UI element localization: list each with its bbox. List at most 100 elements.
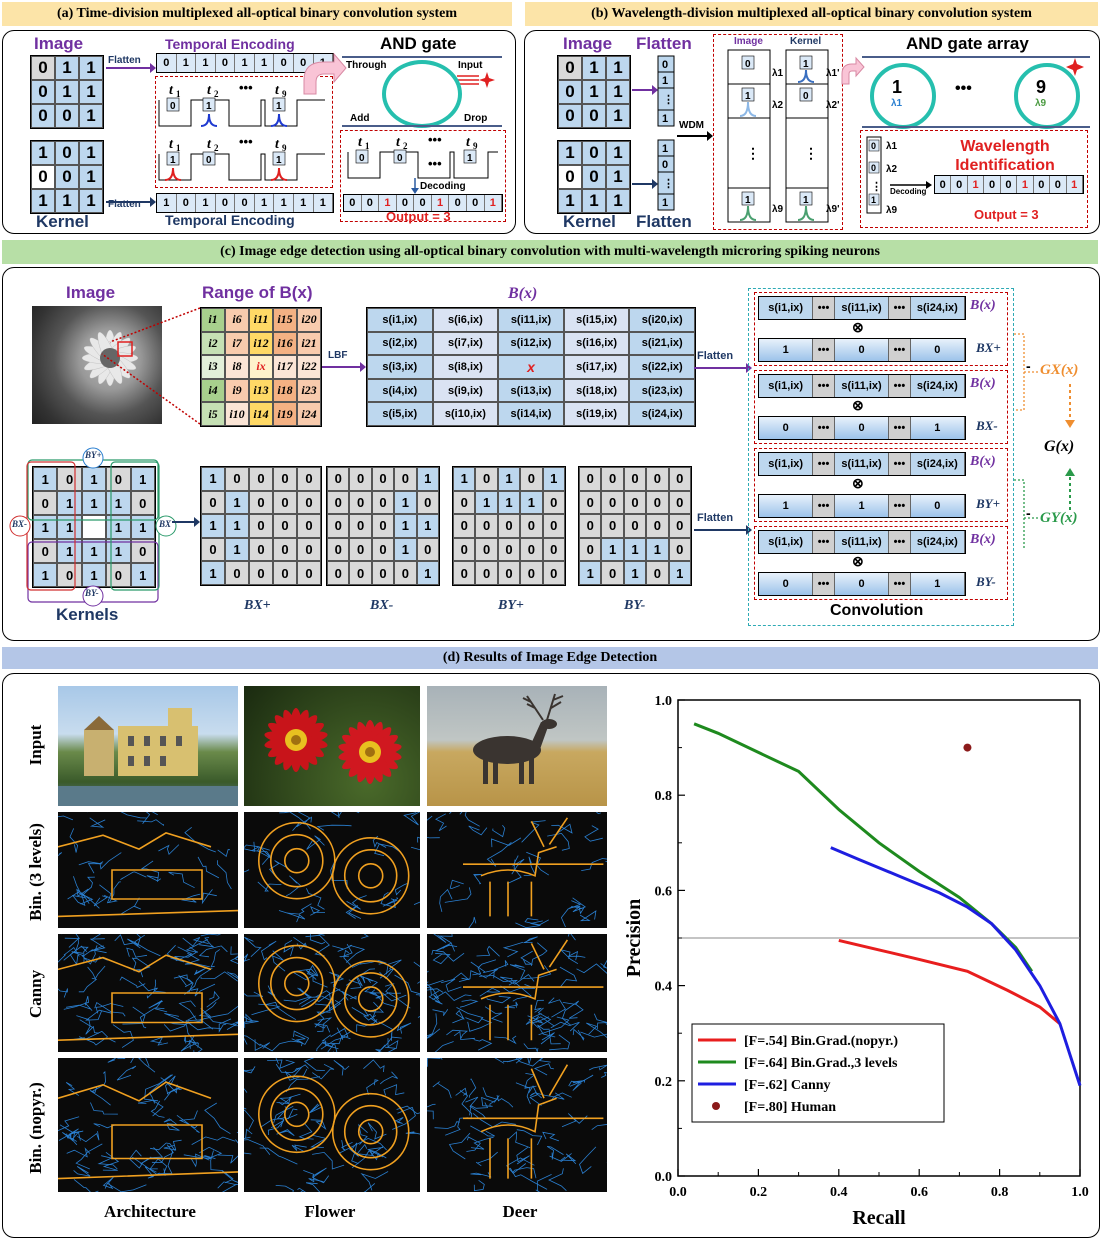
c-conv-cell: ••• [813, 495, 835, 517]
b-seq-out-bit: 1 [967, 176, 985, 193]
b-ker-cell: 1 [606, 165, 630, 189]
c-s-cell: s(i18,ix) [563, 378, 630, 403]
c-daisy-image [32, 306, 162, 424]
c-daisy-petals [81, 329, 139, 387]
c-byp-cell: 0 [542, 561, 565, 585]
c-byp-cell: 0 [520, 537, 543, 562]
c-bxm-cell: 0 [327, 561, 350, 585]
c-bxm-cell: 0 [416, 537, 439, 562]
c-conv-cell: ••• [889, 495, 911, 517]
c-byp-cell: 1 [497, 490, 521, 515]
c-conv-signal-row: s(i1,ix) ••• s(i11,ix) ••• s(i24,ix) [758, 452, 966, 476]
c-bym-cell: 0 [579, 514, 602, 538]
a-seq-img-bit: 0 [274, 54, 294, 72]
c-kernel-cell: 1 [33, 515, 58, 539]
a-seq-out-bit: 0 [466, 195, 485, 211]
c-bym-cell: 0 [579, 537, 602, 562]
c-bym-cell: 0 [668, 537, 691, 562]
c-otimes: ⊗ [852, 319, 864, 335]
a-and-gate-label: AND gate [380, 34, 457, 53]
c-byp-cell: 0 [520, 561, 543, 585]
c-s-cell: s(i7,ix) [432, 331, 499, 356]
b-and-array-label: AND gate array [906, 34, 1029, 53]
c-conv-cell: ••• [813, 339, 835, 361]
c-bxp-cell: 0 [297, 561, 321, 585]
c-bxm-cell: 1 [394, 537, 417, 562]
c-range-cell: i13 [249, 378, 273, 403]
b-ring-dots: ••• [955, 80, 972, 97]
a-ker-cell: 0 [55, 165, 79, 189]
c-conv-cell: s(i1,ix) [759, 531, 814, 553]
c-byp-cell: 0 [520, 514, 543, 538]
a-img-cell: 1 [79, 80, 103, 104]
c-byp-cell: 0 [453, 561, 476, 585]
b-flatten-bottom: Flatten [636, 212, 692, 231]
c-convolution-box [748, 288, 1014, 626]
svg-text:0: 0 [871, 163, 876, 173]
b-ker-cell: 0 [582, 165, 606, 189]
a-seq-img-bit: 0 [215, 54, 236, 72]
pr-xtick-label: 0.6 [910, 1185, 928, 1200]
b-img-cell: 0 [558, 56, 582, 80]
pr-ytick-label: 0.2 [655, 1075, 673, 1090]
c-s-cell: s(i23,ix) [629, 378, 695, 403]
svg-text:1: 1 [662, 197, 668, 209]
pr-legend-label: [F=.62] Canny [744, 1078, 831, 1093]
b-ring-1-sub: λ1 [891, 98, 903, 109]
b-ring-9-sub: λ9 [1035, 98, 1047, 109]
a-flatten-top: Flatten [108, 55, 141, 66]
svg-text:1: 1 [276, 155, 282, 166]
c-conv-block [754, 292, 1008, 366]
b-flatten-top: Flatten [636, 34, 692, 53]
c-range-cell: i19 [273, 402, 297, 426]
c-bxm-cell: 0 [371, 514, 395, 538]
svg-text:1: 1 [803, 59, 809, 70]
c-range-cell: i9 [225, 378, 249, 403]
d-col-deer: Deer [502, 1202, 538, 1221]
a-seq-img-bit: 1 [254, 54, 275, 72]
c-byp-cell: 0 [497, 537, 521, 562]
b-lambda1p: λ1' [826, 68, 840, 79]
c-byp-cell: 0 [475, 561, 498, 585]
svg-text:t: t [396, 135, 401, 150]
c-bxm-cell: 0 [349, 537, 372, 562]
svg-text:1: 1 [745, 91, 751, 102]
c-range-cell: i11 [249, 308, 273, 332]
c-s-cell: s(i16,ix) [563, 331, 630, 356]
c-conv-cell: 1 [910, 417, 966, 439]
svg-text:1: 1 [365, 141, 370, 151]
b-decoding-label: Decoding [890, 187, 927, 196]
svg-text:⋮: ⋮ [746, 145, 760, 161]
svg-text:0: 0 [803, 91, 809, 102]
d-edge-map [244, 934, 420, 1052]
c-kernel-cell: 1 [130, 563, 155, 587]
svg-text:1: 1 [176, 89, 181, 99]
svg-text:1: 1 [662, 113, 668, 125]
a-img-cell: 0 [31, 80, 55, 104]
d-edge-map [244, 812, 420, 928]
c-conv-cell: 0 [759, 573, 814, 595]
a-seq-img-bit: 0 [157, 54, 177, 72]
c-bxm-cell: 0 [371, 467, 395, 491]
b-img-cell: 0 [558, 80, 582, 104]
c-range-cell: i23 [297, 378, 321, 403]
c-conv-bx-label: B(x) [970, 454, 996, 469]
pr-xtick-label: 0.8 [991, 1185, 1009, 1200]
c-bxm-cell: 0 [349, 490, 372, 515]
svg-text:1: 1 [467, 153, 473, 164]
b-seq-out-bit: 0 [984, 176, 1001, 193]
c-bym-cell: 0 [668, 514, 691, 538]
c-bxm-cell: 1 [416, 561, 439, 585]
b-image-label: Image [563, 34, 613, 53]
c-tag-bxm: BX- [12, 519, 28, 529]
c-bxp-cell: 0 [273, 561, 297, 585]
c-bxm-cell: 0 [349, 514, 372, 538]
c-bxp-cell: 0 [249, 537, 273, 562]
c-conv-cell: s(i24,ix) [910, 297, 966, 319]
c-kernel-cell: 1 [130, 467, 155, 491]
c-kernel-cell: 1 [57, 515, 82, 539]
c-combination-arrows [1014, 333, 1075, 550]
c-bxp-cell: 1 [225, 514, 249, 538]
